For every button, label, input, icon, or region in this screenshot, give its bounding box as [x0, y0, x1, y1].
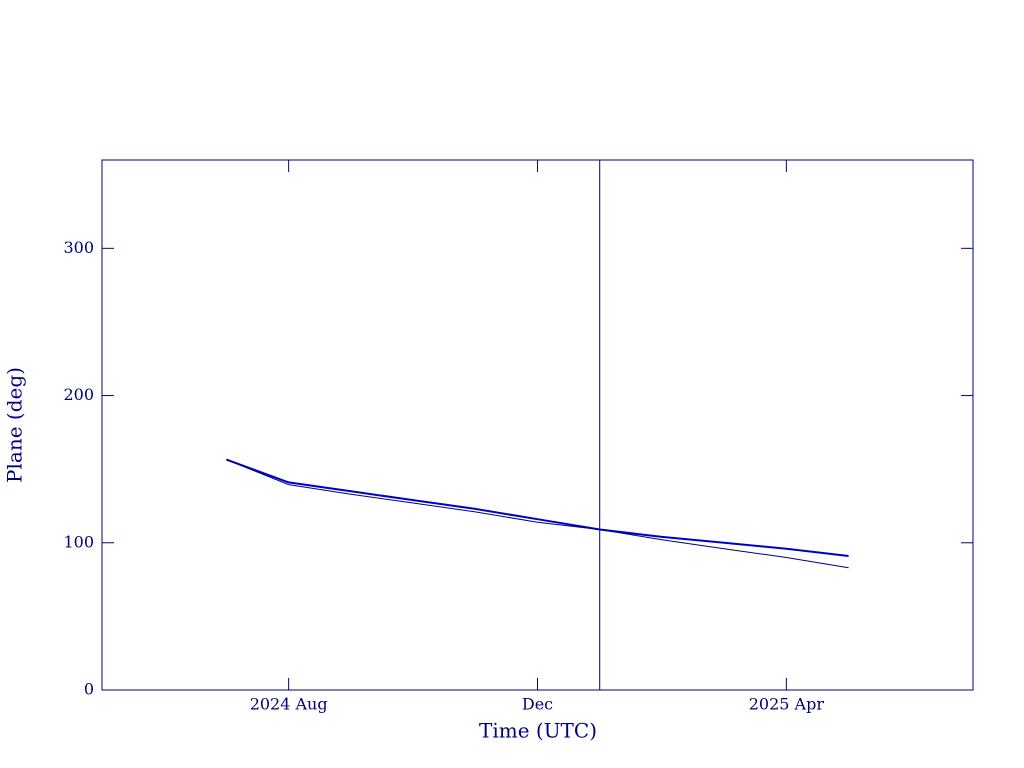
y-tick-label: 100	[63, 532, 94, 551]
y-tick-label: 300	[63, 238, 94, 257]
x-tick-label: Dec	[522, 695, 553, 714]
y-tick-label: 200	[63, 385, 94, 404]
x-tick-label: 2024 Aug	[250, 695, 328, 714]
y-tick-label: 0	[84, 680, 94, 699]
series-line	[226, 458, 849, 557]
x-axis-label: Time (UTC)	[479, 719, 597, 743]
series-line	[226, 459, 849, 569]
plot-frame	[101, 159, 974, 691]
x-tick-label: 2025 Apr	[749, 695, 825, 714]
y-axis-label: Plane (deg)	[3, 367, 27, 483]
